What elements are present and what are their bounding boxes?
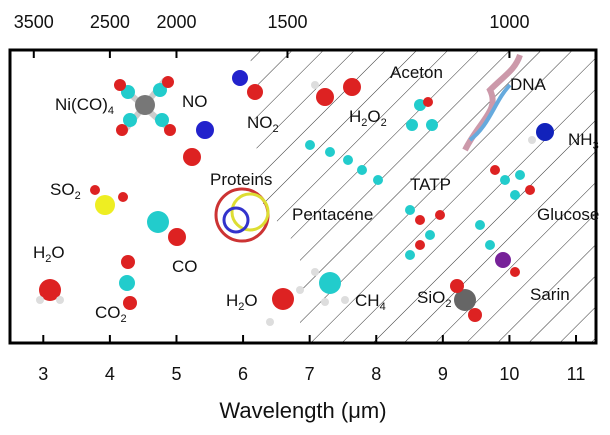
label-part: DNA	[510, 75, 547, 94]
label-part: O	[51, 243, 64, 262]
molecule-label: NO	[182, 92, 208, 111]
molecule-label: Glucose	[537, 205, 599, 224]
label-part: H	[226, 291, 238, 310]
top-tick-label: 2500	[90, 12, 130, 32]
molecule-label: H2O	[226, 291, 258, 313]
label-part: SO	[50, 180, 75, 199]
bottom-tick-label: 6	[238, 364, 248, 384]
label-part: 2	[121, 313, 127, 325]
molecule-label: Ni(CO)4	[55, 95, 114, 117]
label-part: 2	[361, 117, 367, 129]
molecule-label: CH4	[355, 291, 386, 313]
label-part: NO	[247, 113, 273, 132]
top-tick-label: 1500	[267, 12, 307, 32]
molecule-label: TATP	[410, 175, 451, 194]
top-tick-label: 2000	[156, 12, 196, 32]
label-part: 4	[108, 105, 114, 117]
bottom-tick-label: 5	[171, 364, 181, 384]
top-tick-label: 1000	[489, 12, 529, 32]
label-part: CO	[95, 303, 121, 322]
label-part: 4	[380, 301, 386, 313]
label-part: 2	[381, 117, 387, 129]
label-part: 2	[445, 298, 451, 310]
label-part: Sarin	[530, 285, 570, 304]
label-part: O	[244, 291, 257, 310]
label-part: Ni(CO)	[55, 95, 108, 114]
hatched-region	[250, 50, 596, 343]
label-part: 2	[273, 123, 279, 135]
label-part: O	[367, 107, 380, 126]
molecule-glyphs	[36, 53, 554, 326]
molecule-label: NO2	[247, 113, 279, 135]
molecule-label: SO2	[50, 180, 81, 202]
label-part: CO	[172, 257, 198, 276]
bottom-tick-label: 8	[371, 364, 381, 384]
bottom-tick-label: 10	[499, 364, 519, 384]
bottom-tick-label: 4	[105, 364, 115, 384]
molecule-label: H2O	[33, 243, 65, 265]
label-part: Pentacene	[292, 205, 373, 224]
molecule-label: Proteins	[210, 170, 272, 189]
label-part: H	[33, 243, 45, 262]
label-part: Proteins	[210, 170, 272, 189]
molecule-label: Pentacene	[292, 205, 373, 224]
plot-frame	[8, 48, 598, 345]
label-part: NH	[568, 130, 593, 149]
label-part: CH	[355, 291, 380, 310]
bottom-tick-label: 11	[567, 364, 586, 384]
bottom-tick-label: 7	[305, 364, 315, 384]
label-part: TATP	[410, 175, 451, 194]
molecule-label: H2O2	[349, 107, 387, 129]
label-part: H	[349, 107, 361, 126]
bottom-tick-label: 3	[38, 364, 48, 384]
label-part: 2	[75, 190, 81, 202]
label-part: 3	[593, 140, 599, 152]
label-part: 2	[238, 301, 244, 313]
molecule-label: NH3	[568, 130, 599, 152]
label-part: Aceton	[390, 63, 443, 82]
molecule-label: CO	[172, 257, 198, 276]
molecule-label: SiO2	[417, 288, 451, 310]
axis-label: Wavelength (μm)	[219, 398, 386, 423]
molecule-label: CO2	[95, 303, 127, 325]
bottom-tick-label: 9	[438, 364, 448, 384]
label-part: Glucose	[537, 205, 599, 224]
top-tick-label: 3500	[14, 12, 54, 32]
label-part: 2	[45, 253, 51, 265]
molecule-label: Sarin	[530, 285, 570, 304]
molecule-label: DNA	[510, 75, 547, 94]
label-part: NO	[182, 92, 208, 111]
label-part: SiO	[417, 288, 445, 307]
molecule-label: Aceton	[390, 63, 443, 82]
